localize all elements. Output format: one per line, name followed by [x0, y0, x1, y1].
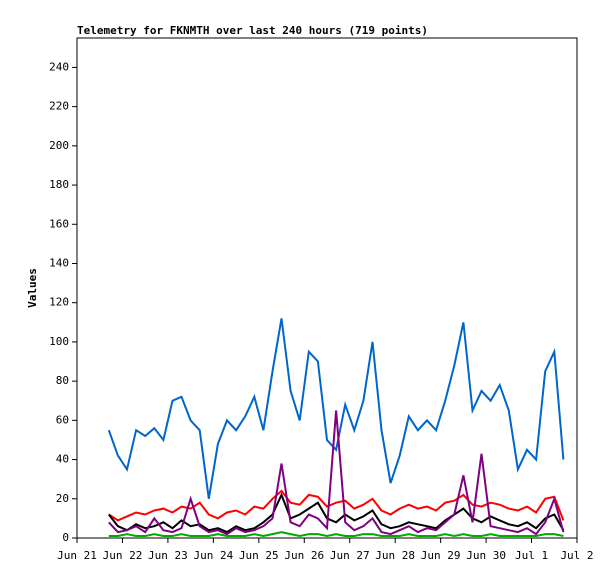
x-tick-label: Jun 21 — [57, 549, 97, 562]
y-tick-label: 140 — [49, 256, 69, 269]
x-tick-label: Jun 24 — [193, 549, 233, 562]
series-line — [108, 410, 565, 536]
series-line — [108, 492, 565, 534]
y-tick-label: 200 — [49, 139, 69, 152]
x-tick-label: Jun 26 — [284, 549, 324, 562]
y-tick-label: 100 — [49, 335, 69, 348]
x-tick-label: Jun 25 — [239, 549, 279, 562]
y-tick-label: 20 — [56, 492, 69, 505]
y-tick-label: 120 — [49, 296, 69, 309]
y-tick-label: 240 — [49, 60, 69, 73]
y-tick-label: 220 — [49, 100, 69, 113]
y-tick-label: 60 — [56, 413, 69, 426]
series-line — [107, 318, 565, 499]
x-tick-label: Jun 22 — [103, 549, 143, 562]
x-tick-label: Jul 2 — [560, 549, 593, 562]
series-line — [108, 489, 565, 522]
x-tick-label: Jun 23 — [148, 549, 188, 562]
series-line — [108, 531, 564, 538]
x-tick-label: Jun 28 — [375, 549, 415, 562]
x-tick-label: Jun 30 — [466, 549, 506, 562]
y-tick-label: 160 — [49, 217, 69, 230]
chart-title: Telemetry for FKNMTH over last 240 hours… — [77, 24, 428, 37]
y-tick-label: 180 — [49, 178, 69, 191]
x-tick-label: Jun 29 — [421, 549, 461, 562]
y-tick-label: 0 — [62, 531, 69, 544]
x-tick-label: Jul 1 — [515, 549, 548, 562]
x-tick-label: Jun 27 — [330, 549, 370, 562]
y-axis-label: Values — [26, 268, 39, 308]
plot-frame — [76, 37, 578, 539]
y-tick-label: 40 — [56, 453, 69, 466]
y-tick-label: 80 — [56, 374, 69, 387]
